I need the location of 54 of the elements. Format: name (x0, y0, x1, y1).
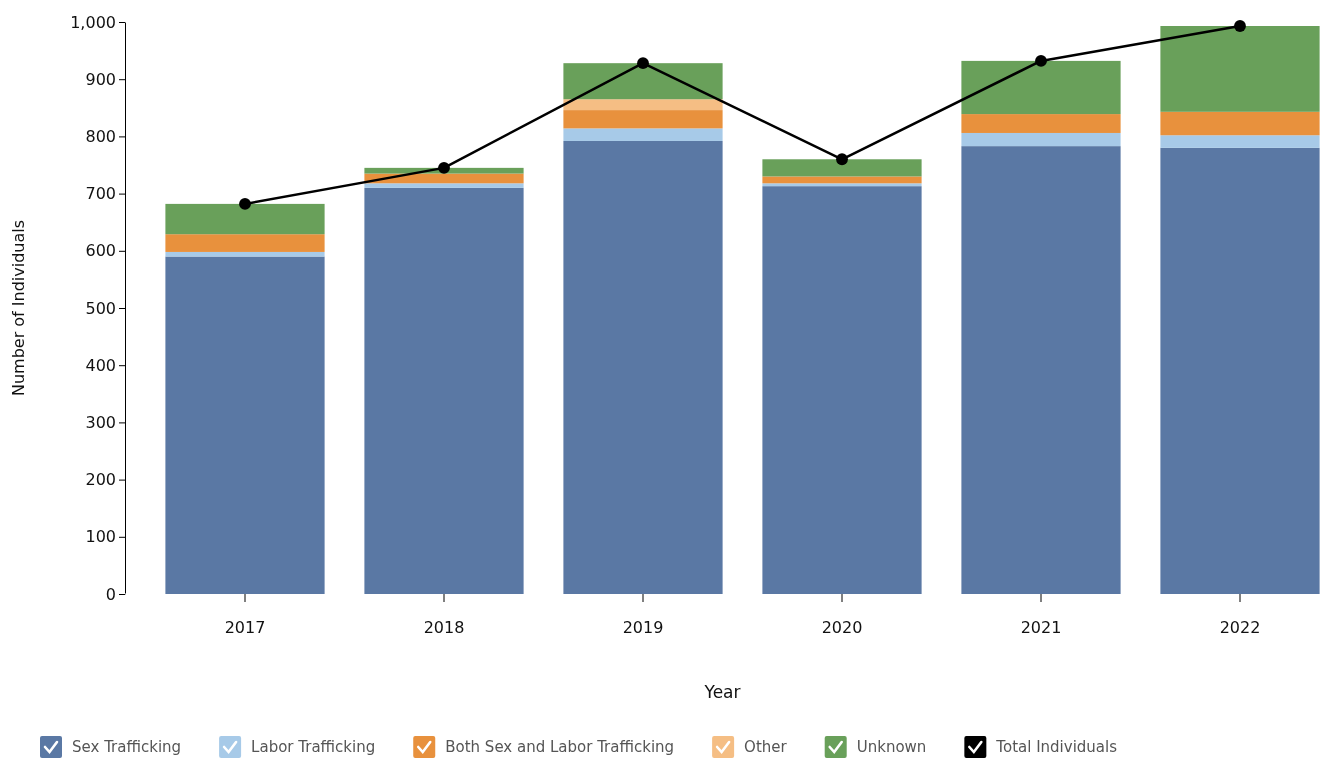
x-tick-label: 2022 (1219, 618, 1261, 638)
bar (1160, 26, 1320, 112)
legend-label: Other (744, 738, 788, 756)
point (637, 57, 649, 70)
bar (961, 114, 1121, 133)
bar (165, 234, 325, 252)
bar (563, 140, 723, 594)
legend-label: Both Sex and Labor Trafficking (445, 738, 675, 756)
y-tick-label: 800 (85, 127, 116, 147)
point (836, 153, 848, 166)
y-tick-label: 1,000 (70, 12, 116, 32)
bar (364, 183, 524, 188)
point (1035, 54, 1047, 67)
bar (961, 146, 1121, 594)
y-tick-label: 300 (85, 413, 116, 433)
y-tick-label: 700 (85, 184, 116, 204)
x-tick-label: 2019 (622, 618, 664, 638)
y-tick-label: 0 (105, 584, 116, 604)
y-tick-label: 400 (85, 355, 116, 375)
bar (762, 183, 922, 187)
legend-label: Unknown (856, 738, 927, 756)
y-tick-label: 600 (85, 241, 116, 261)
legend-label: Labor Trafficking (251, 738, 376, 756)
bar (1160, 135, 1320, 148)
y-tick-label: 500 (85, 298, 116, 318)
bar (165, 256, 325, 594)
bar (762, 159, 922, 177)
bar (1160, 147, 1320, 594)
y-tick-label: 200 (85, 470, 116, 490)
bar (762, 176, 922, 184)
legend-label: Sex Trafficking (72, 738, 182, 756)
point (438, 161, 450, 174)
x-tick-label: 2017 (224, 618, 266, 638)
legend-label: Total Individuals (995, 738, 1118, 756)
bar (1160, 111, 1320, 136)
x-tick-label: 2021 (1020, 618, 1062, 638)
point (239, 197, 251, 210)
bar (563, 99, 723, 111)
x-axis-title: Year (703, 682, 741, 702)
bar (563, 128, 723, 141)
bar (762, 186, 922, 594)
x-tick-label: 2018 (423, 618, 465, 638)
bar (165, 251, 325, 257)
x-tick-label: 2020 (821, 618, 863, 638)
point (1234, 20, 1246, 32)
y-axis-title: Number of Individuals (9, 219, 28, 397)
y-tick-label: 100 (85, 527, 116, 547)
bar (961, 60, 1121, 115)
bar (563, 110, 723, 129)
bar (165, 203, 325, 235)
bar (563, 63, 723, 100)
bar (961, 132, 1121, 147)
bar (364, 187, 524, 594)
y-tick-label: 900 (85, 69, 116, 89)
